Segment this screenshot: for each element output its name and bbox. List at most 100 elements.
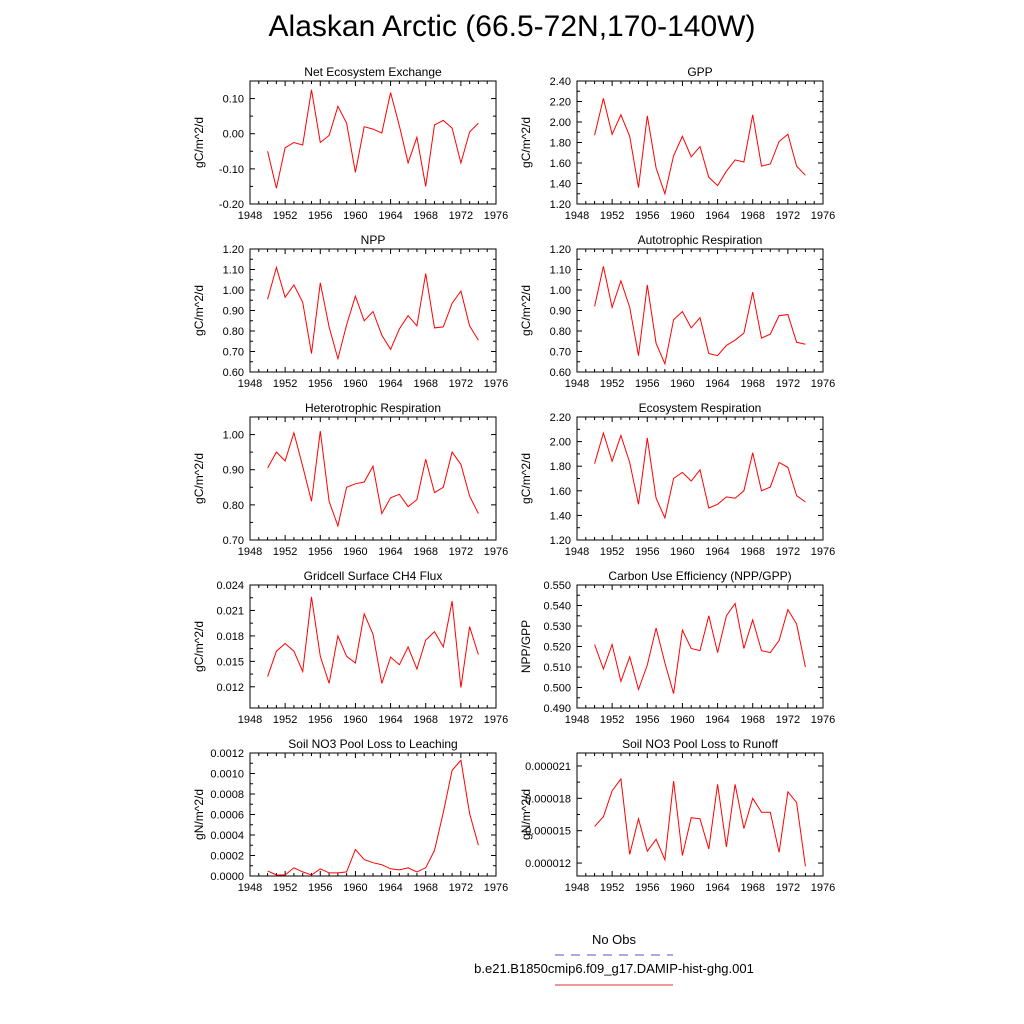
- x-tick-label: 1960: [343, 210, 367, 222]
- y-tick-label: 0.80: [223, 326, 244, 338]
- x-tick-label: 1972: [776, 882, 800, 894]
- x-tick-label: 1968: [740, 714, 764, 726]
- y-tick-label: 2.00: [550, 117, 571, 129]
- y-tick-label: 0.00: [223, 129, 244, 141]
- y-tick-label: 0.530: [543, 621, 571, 633]
- y-tick-label: 2.40: [550, 76, 571, 88]
- panel-title: Net Ecosystem Exchange: [304, 65, 442, 79]
- x-tick-label: 1948: [565, 882, 589, 894]
- x-tick-label: 1960: [670, 378, 694, 390]
- y-tick-label: 0.500: [543, 683, 571, 695]
- y-tick-label: 1.80: [550, 138, 571, 150]
- x-tick-label: 1972: [776, 546, 800, 558]
- y-axis-label: gC/m^2/d: [192, 621, 206, 672]
- x-tick-label: 1960: [343, 882, 367, 894]
- x-tick-label: 1960: [343, 378, 367, 390]
- plot-frame: [249, 80, 497, 205]
- chart-panel: Autotrophic Respiration gC/m^2/d 1948 1952 1…: [519, 233, 835, 390]
- panel-title: Soil NO3 Pool Loss to Runoff: [622, 737, 779, 751]
- y-tick-label: 0.10: [223, 94, 244, 106]
- y-tick-label: 0.0010: [210, 769, 244, 781]
- y-tick-label: 0.70: [223, 347, 244, 359]
- legend-label-obs: No Obs: [591, 932, 637, 947]
- x-tick-label: 1968: [413, 210, 437, 222]
- panel-title: Carbon Use Efficiency (NPP/GPP): [608, 569, 791, 583]
- y-tick-label: 1.00: [223, 430, 244, 442]
- y-axis-label: gC/m^2/d: [519, 285, 533, 336]
- series-line: [267, 759, 479, 876]
- y-tick-label: 0.0006: [210, 810, 244, 822]
- plot-frame: [249, 752, 497, 877]
- x-tick-label: 1972: [449, 714, 473, 726]
- series-line: [267, 596, 479, 688]
- y-tick-label: 0.000018: [525, 793, 571, 805]
- y-tick-label: 0.024: [216, 580, 244, 592]
- x-tick-label: 1956: [635, 714, 659, 726]
- x-tick-label: 1972: [776, 210, 800, 222]
- y-tick-label: 1.80: [550, 461, 571, 473]
- chart-panel: Net Ecosystem Exchange gC/m^2/d 1948 1952 19…: [192, 65, 508, 222]
- y-tick-label: 2.20: [550, 97, 571, 109]
- plot-frame: [576, 584, 824, 709]
- x-tick-label: 1976: [811, 378, 835, 390]
- chart-panel: Soil NO3 Pool Loss to Runoff gN/m^2/d 1948…: [519, 737, 835, 894]
- x-tick-label: 1968: [740, 546, 764, 558]
- plot-frame: [576, 248, 824, 373]
- x-tick-label: 1968: [740, 882, 764, 894]
- y-tick-label: 0.90: [223, 306, 244, 318]
- x-tick-label: 1976: [811, 714, 835, 726]
- series-line: [594, 431, 806, 520]
- x-tick-label: 1952: [273, 882, 297, 894]
- x-tick-label: 1948: [565, 378, 589, 390]
- x-tick-label: 1976: [811, 882, 835, 894]
- x-tick-label: 1964: [705, 378, 729, 390]
- y-axis-label: gC/m^2/d: [519, 453, 533, 504]
- x-tick-label: 1976: [484, 210, 508, 222]
- y-tick-label: 0.0012: [210, 748, 244, 760]
- x-tick-label: 1968: [740, 378, 764, 390]
- y-tick-label: 1.60: [550, 158, 571, 170]
- x-tick-label: 1976: [811, 210, 835, 222]
- y-tick-label: 0.018: [216, 631, 244, 643]
- y-tick-label: 0.0004: [210, 830, 244, 842]
- y-tick-label: 0.70: [550, 347, 571, 359]
- x-tick-label: 1968: [740, 210, 764, 222]
- x-tick-label: 1964: [705, 210, 729, 222]
- x-tick-label: 1956: [308, 882, 332, 894]
- x-tick-label: 1952: [600, 378, 624, 390]
- x-tick-label: 1976: [484, 714, 508, 726]
- chart-panel: Heterotrophic Respiration gC/m^2/d 1948 195…: [192, 401, 508, 558]
- y-tick-label: 1.40: [550, 510, 571, 522]
- x-tick-label: 1948: [565, 714, 589, 726]
- x-tick-label: 1956: [308, 210, 332, 222]
- y-tick-label: 0.0002: [210, 851, 244, 863]
- plot-frame: [249, 584, 497, 709]
- x-tick-label: 1976: [484, 882, 508, 894]
- y-tick-label: 0.510: [543, 662, 571, 674]
- x-tick-label: 1952: [273, 714, 297, 726]
- x-tick-label: 1972: [449, 210, 473, 222]
- x-tick-label: 1952: [273, 546, 297, 558]
- chart-panel: Ecosystem Respiration gC/m^2/d 1948 1952 195…: [519, 401, 835, 558]
- x-tick-label: 1976: [484, 378, 508, 390]
- x-tick-label: 1960: [670, 882, 694, 894]
- x-tick-label: 1948: [565, 546, 589, 558]
- y-tick-label: 2.20: [550, 412, 571, 424]
- plot-frame: [576, 752, 824, 877]
- x-tick-label: 1972: [449, 882, 473, 894]
- figure-title: Alaskan Arctic (66.5-72N,170-140W): [268, 10, 756, 43]
- plot-frame: [576, 80, 824, 205]
- y-tick-label: 2.00: [550, 437, 571, 449]
- x-tick-label: 1964: [705, 882, 729, 894]
- x-tick-label: 1956: [635, 210, 659, 222]
- x-tick-label: 1956: [635, 882, 659, 894]
- y-tick-label: 1.20: [223, 244, 244, 256]
- chart-panel: Gridcell Surface CH4 Flux gC/m^2/d 1948 195…: [192, 569, 508, 726]
- y-axis-label: NPP/GPP: [519, 620, 533, 673]
- x-tick-label: 1964: [378, 378, 402, 390]
- panel-title: Gridcell Surface CH4 Flux: [304, 569, 443, 583]
- y-tick-label: 0.60: [550, 367, 571, 379]
- plot-frame: [249, 416, 497, 541]
- x-tick-label: 1956: [635, 546, 659, 558]
